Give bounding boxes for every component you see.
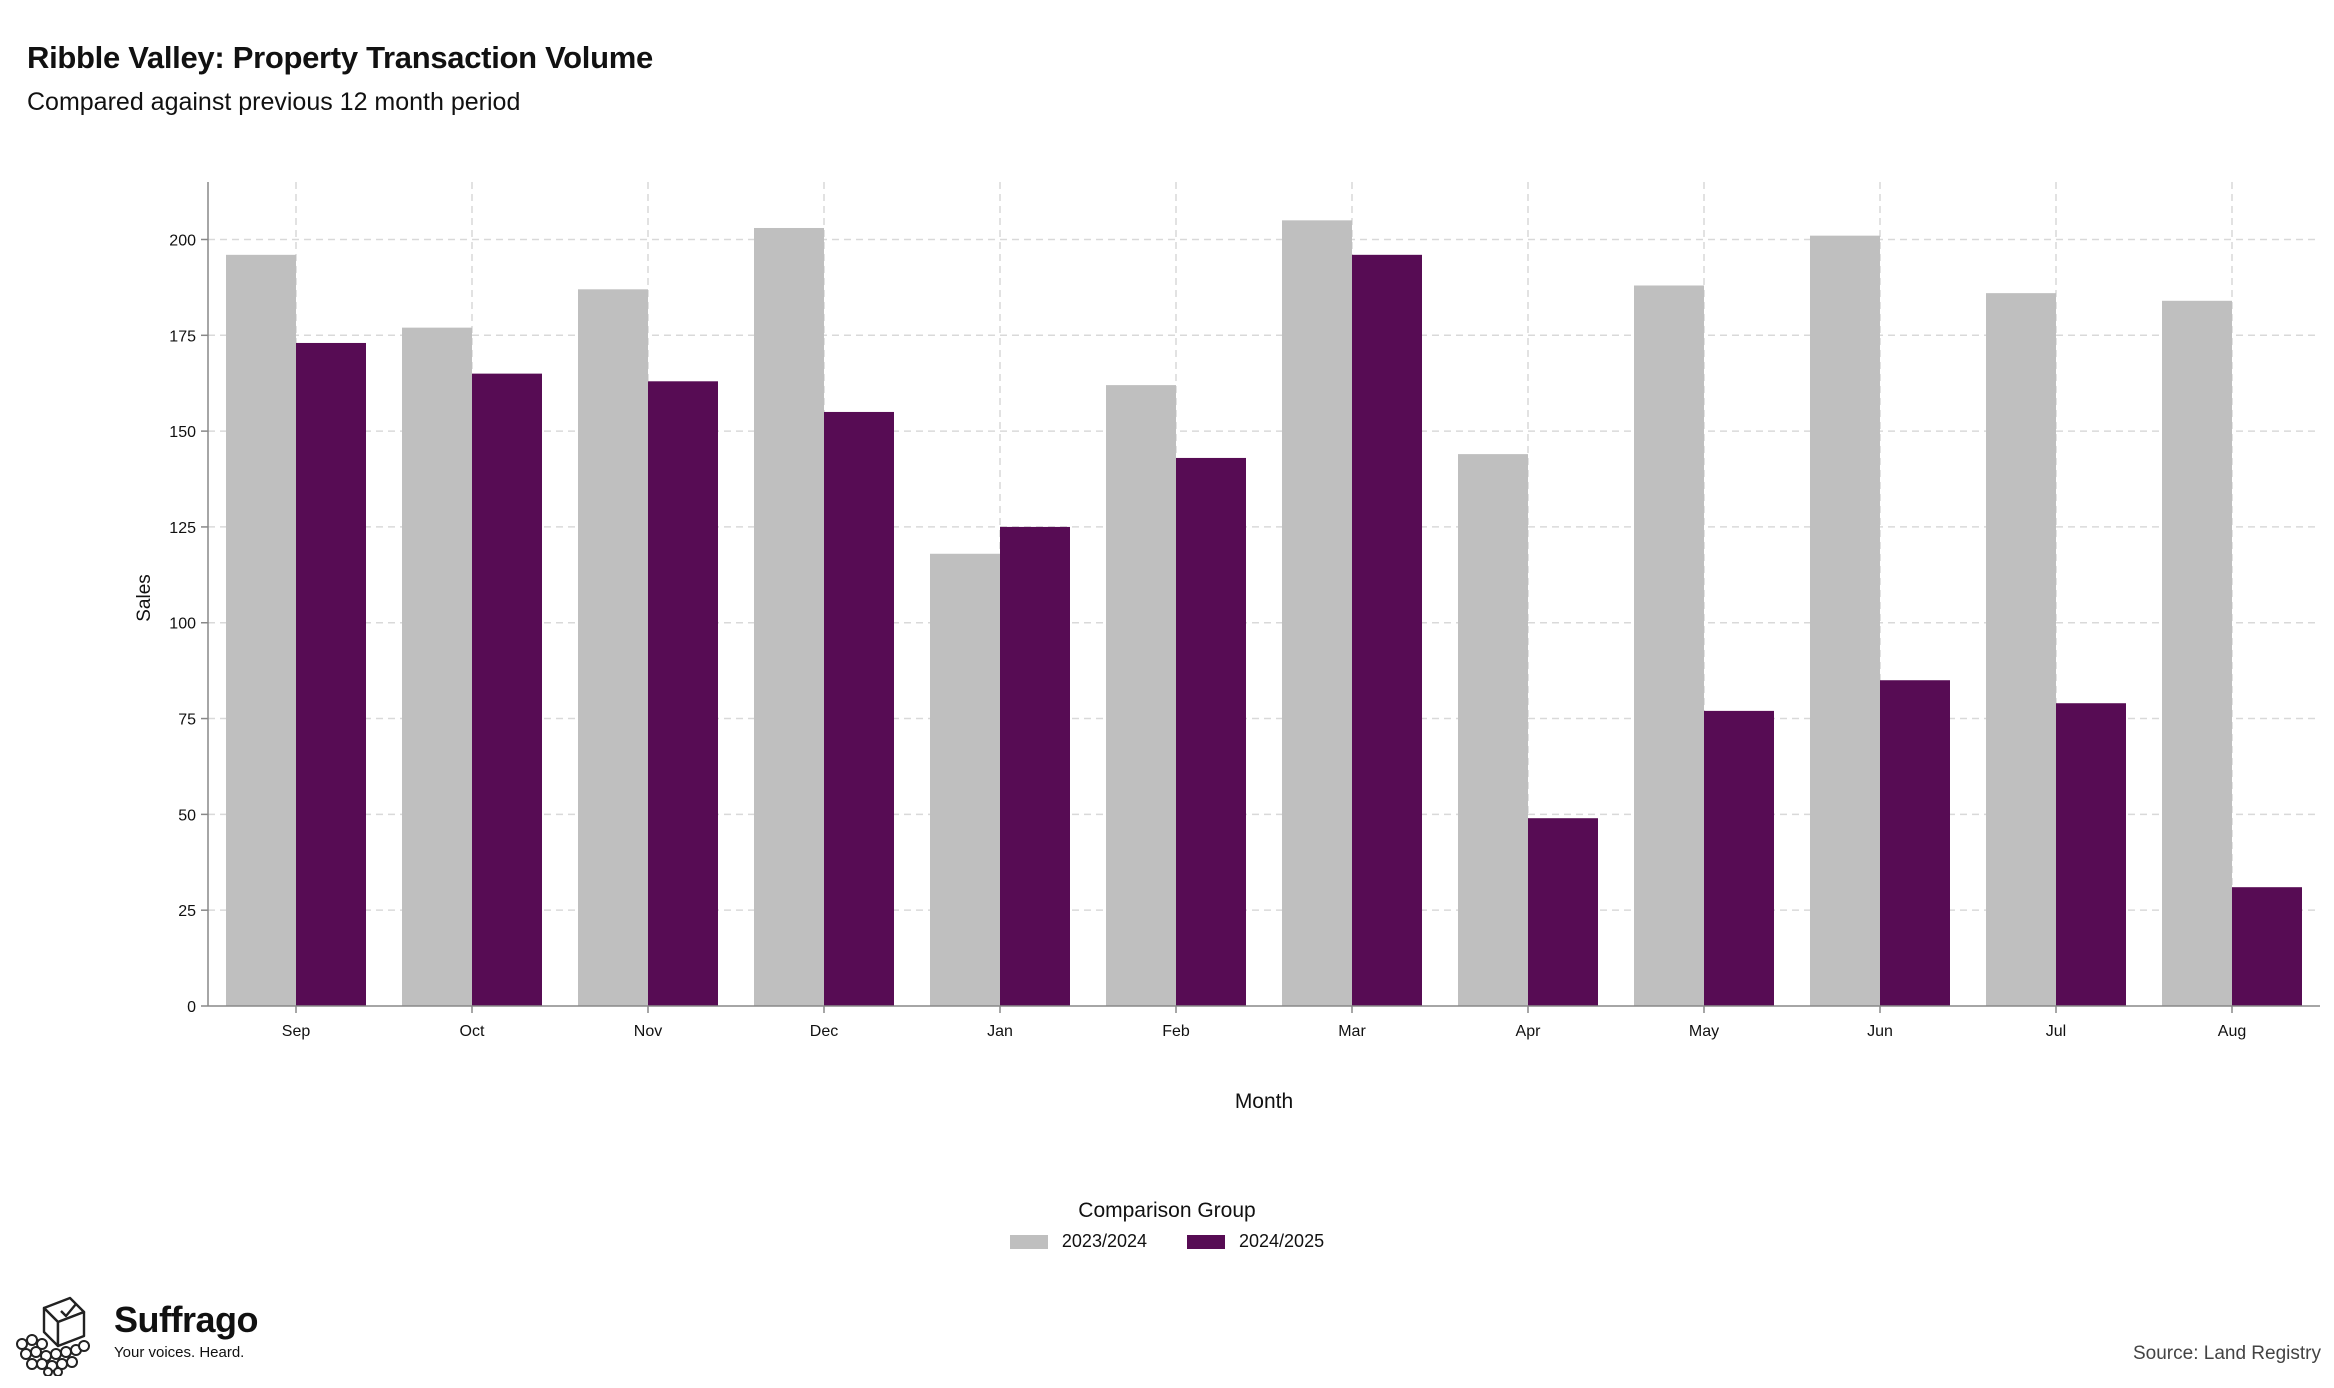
legend: Comparison Group 2023/2024 2024/2025: [0, 1199, 2334, 1252]
bar-2023-2024-sep: [226, 254, 296, 1006]
bar-2024-2025-nov: [648, 381, 718, 1006]
x-tick-label: Dec: [810, 1023, 838, 1040]
bar-2023-2024-oct: [402, 327, 472, 1006]
bar-2023-2024-jun: [1810, 235, 1880, 1006]
legend-label: 2024/2025: [1239, 1231, 1325, 1251]
axes: [201, 182, 2320, 1013]
tick-labels: 0 25 50 75 100 125 150 175 200 Sep Oct Nov Dec Jan Feb…: [169, 232, 2246, 1040]
ballot-box-icon: [16, 1296, 90, 1376]
y-tick-label: 50: [178, 807, 196, 824]
brand-tagline: Your voices. Heard.: [114, 1344, 245, 1361]
bar-2024-2025-jan: [1000, 526, 1070, 1006]
x-tick-label: Jul: [2046, 1023, 2066, 1040]
x-tick-label: Oct: [460, 1023, 485, 1040]
bar-2024-2025-jul: [2056, 703, 2126, 1006]
y-tick-label: 25: [178, 903, 196, 920]
legend-swatch: [1009, 1234, 1048, 1249]
bar-2024-2025-jun: [1880, 680, 1950, 1006]
bar-2024-2025-oct: [472, 373, 542, 1006]
bar-chart: 0 25 50 75 100 125 150 175 200 Sep Oct Nov Dec Jan Feb…: [134, 182, 2320, 1113]
bar-2024-2025-apr: [1528, 818, 1598, 1006]
bar-2023-2024-aug: [2162, 300, 2232, 1006]
x-tick-label: Aug: [2218, 1023, 2246, 1040]
bar-2024-2025-aug: [2232, 887, 2302, 1006]
source-note: Source: Land Registry: [2133, 1343, 2321, 1364]
brand-logo: Suffrago Your voices. Heard.: [14, 1294, 259, 1376]
y-tick-label: 0: [187, 999, 196, 1016]
x-tick-label: Nov: [634, 1023, 662, 1040]
bar-2023-2024-dec: [754, 227, 824, 1006]
brand-name: Suffrago: [114, 1299, 259, 1340]
bar-2024-2025-may: [1704, 710, 1774, 1006]
bar-2024-2025-sep: [296, 342, 366, 1007]
y-tick-label: 200: [169, 232, 196, 249]
x-tick-label: May: [1689, 1023, 1719, 1040]
legend-item-2023-2024: 2023/2024: [1009, 1231, 1147, 1252]
x-tick-label: Mar: [1338, 1023, 1366, 1040]
x-tick-label: Sep: [282, 1023, 311, 1040]
legend-label: 2023/2024: [1061, 1231, 1147, 1251]
bar-2023-2024-nov: [578, 289, 648, 1006]
chart-title: Ribble Valley: Property Transaction Volu…: [27, 40, 653, 75]
bar-2023-2024-feb: [1106, 385, 1176, 1006]
bar-2024-2025-dec: [824, 411, 894, 1006]
x-axis-label: Month: [1235, 1090, 1293, 1113]
x-tick-label: Jan: [987, 1023, 1013, 1040]
bar-2024-2025-feb: [1176, 457, 1246, 1006]
bar-2023-2024-jul: [1986, 293, 2056, 1007]
x-tick-label: Feb: [1162, 1023, 1190, 1040]
legend-item-2024-2025: 2024/2025: [1187, 1231, 1324, 1252]
chart-subtitle: Compared against previous 12 month perio…: [27, 88, 521, 116]
y-tick-label: 150: [169, 424, 196, 441]
bar-2023-2024-mar: [1282, 220, 1352, 1007]
bar-2023-2024-jan: [930, 553, 1000, 1006]
y-tick-label: 75: [178, 712, 196, 729]
y-tick-label: 100: [169, 616, 196, 633]
bars: [226, 220, 2302, 1007]
x-tick-label: Jun: [1867, 1023, 1893, 1040]
bar-2023-2024-apr: [1458, 454, 1528, 1006]
x-tick-label: Apr: [1516, 1023, 1542, 1040]
bar-2023-2024-may: [1634, 285, 1704, 1006]
legend-title: Comparison Group: [1078, 1199, 1256, 1222]
legend-swatch: [1187, 1234, 1225, 1249]
bar-2024-2025-mar: [1352, 254, 1422, 1006]
y-tick-label: 125: [169, 520, 196, 537]
y-axis-label: Sales: [134, 574, 155, 622]
y-tick-label: 175: [169, 328, 196, 345]
